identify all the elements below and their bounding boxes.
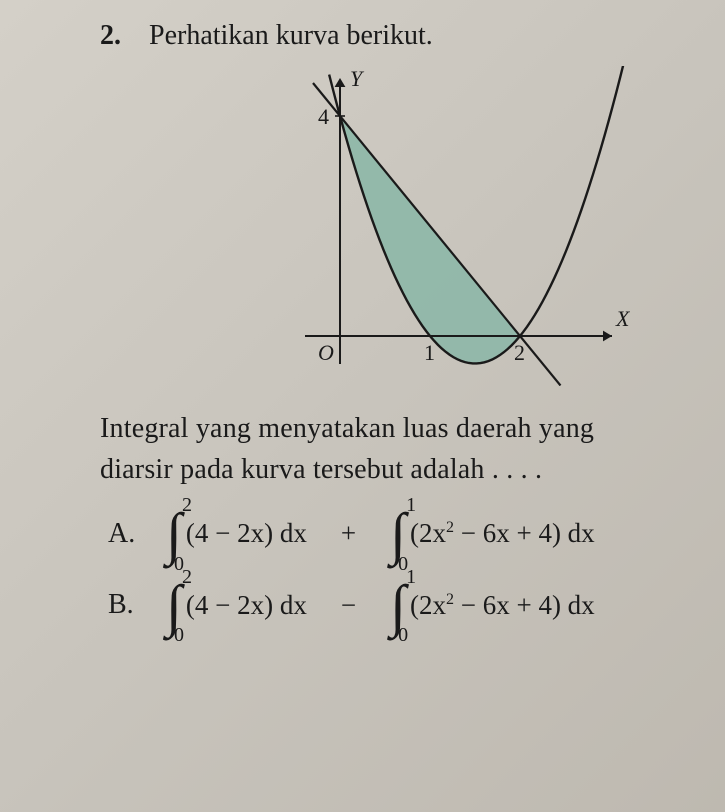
curve-chart: O 1 2 4 X Y — [240, 66, 725, 391]
option-b-integral-2: ∫ 1 0 (2x2 − 6x + 4) dx — [390, 584, 595, 628]
svg-text:4: 4 — [318, 104, 329, 129]
svg-text:O: O — [318, 340, 334, 365]
subtext-line-1: Integral yang menyatakan luas daerah yan… — [100, 413, 594, 444]
svg-text:Y: Y — [350, 66, 365, 91]
svg-text:1: 1 — [424, 340, 435, 365]
integral-symbol: ∫ 2 0 — [166, 584, 182, 628]
option-a: A. ∫ 2 0 (4 − 2x) dx + ∫ 1 0 (2x2 − 6x +… — [108, 512, 725, 556]
svg-text:X: X — [615, 306, 630, 331]
option-b-label: B. — [108, 589, 138, 621]
option-a-integral-1: ∫ 2 0 (4 − 2x) dx — [166, 512, 307, 556]
option-b: B. ∫ 2 0 (4 − 2x) dx − ∫ 1 0 (2x2 − 6x +… — [108, 584, 725, 628]
question-number: 2. — [100, 20, 121, 52]
int-upper: 1 — [406, 570, 416, 585]
option-b-integral-1: ∫ 2 0 (4 − 2x) dx — [166, 584, 307, 628]
subtext-line-2: diarsir pada kurva tersebut adalah . . .… — [100, 454, 542, 485]
option-a-integral-2: ∫ 1 0 (2x2 − 6x + 4) dx — [390, 512, 595, 556]
int-upper: 2 — [182, 498, 192, 513]
int-body: (4 − 2x) dx — [186, 590, 307, 621]
integral-symbol: ∫ 2 0 — [166, 512, 182, 556]
integral-symbol: ∫ 1 0 — [390, 584, 406, 628]
question-prompt: Perhatikan kurva berikut. — [149, 20, 433, 52]
int-body: (2x2 − 6x + 4) dx — [410, 518, 595, 549]
option-a-label: A. — [108, 518, 138, 550]
chart-svg: O 1 2 4 X Y — [240, 66, 630, 386]
integral-symbol: ∫ 1 0 — [390, 512, 406, 556]
option-a-joiner: + — [341, 518, 356, 549]
question-subtext: Integral yang menyatakan luas daerah yan… — [100, 409, 725, 490]
int-upper: 2 — [182, 570, 192, 585]
int-body: (4 − 2x) dx — [186, 518, 307, 549]
int-lower: 0 — [398, 628, 408, 643]
int-upper: 1 — [406, 498, 416, 513]
svg-text:2: 2 — [514, 340, 525, 365]
int-lower: 0 — [174, 628, 184, 643]
int-body: (2x2 − 6x + 4) dx — [410, 590, 595, 621]
option-b-joiner: − — [341, 590, 356, 621]
